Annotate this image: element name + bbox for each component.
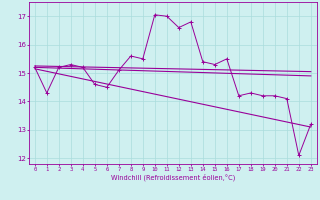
X-axis label: Windchill (Refroidissement éolien,°C): Windchill (Refroidissement éolien,°C)	[111, 174, 235, 181]
